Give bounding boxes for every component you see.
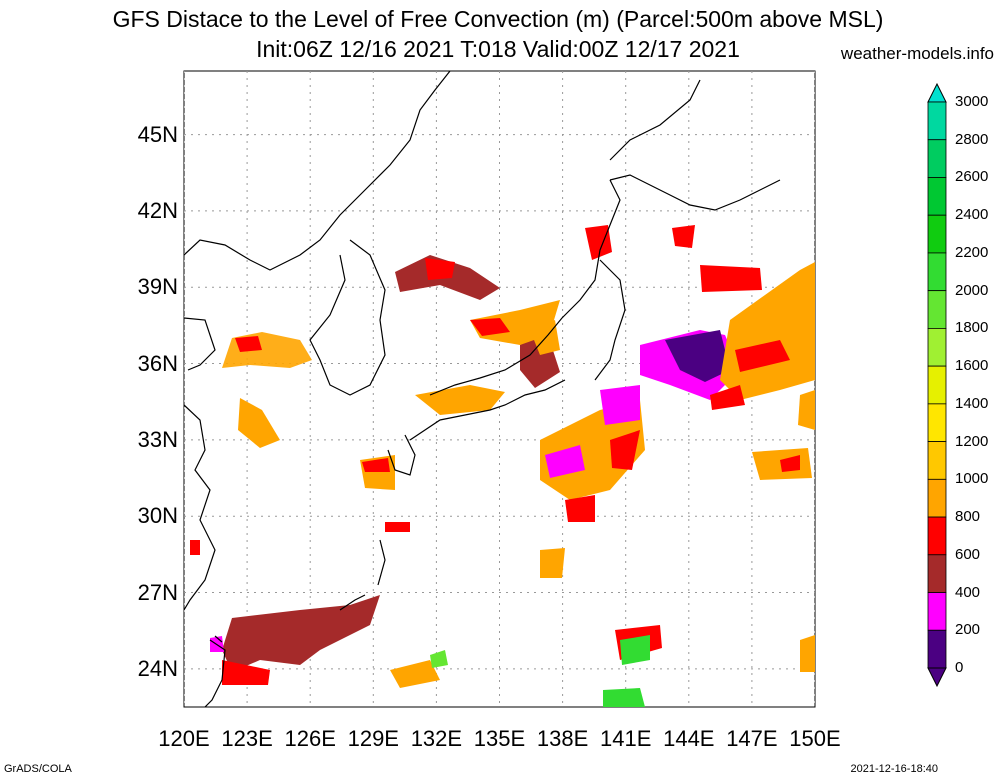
chart-title: GFS Distace to the Level of Free Convect…: [112, 6, 884, 32]
lon-tick-label: 120E: [158, 726, 210, 751]
lon-tick-label: 144E: [663, 726, 715, 751]
lon-tick-label: 129E: [347, 726, 399, 751]
colorbar-label: 2200: [955, 243, 989, 261]
lat-tick-label: 42N: [137, 197, 178, 223]
colorbar-segment: [927, 516, 947, 556]
lon-tick-label: 135E: [473, 726, 526, 751]
lon-tick-label: 150E: [789, 726, 841, 751]
lon-tick-label: 141E: [599, 726, 652, 751]
colorbar-segment: [927, 478, 947, 518]
site-credit: weather-models.info: [840, 44, 994, 63]
footer-credit: GrADS/COLA: [4, 763, 72, 775]
colorbar-bottom-arrow: [927, 667, 947, 688]
colorbar-segment: [927, 592, 947, 631]
init-valid-text: Init:06Z 12/16 2021 T:018 Valid:00Z 12/1…: [256, 36, 740, 62]
lon-tick-label: 123E: [221, 726, 273, 751]
lat-tick-label: 24N: [137, 655, 178, 681]
colorbar-segment: [927, 252, 947, 292]
colorbar-segment: [927, 629, 947, 669]
lon-tick-label: 138E: [536, 726, 589, 751]
colorbar-label: 200: [955, 621, 981, 639]
lfc-shading: [190, 225, 815, 707]
colorbar-label: 2000: [955, 281, 989, 299]
lat-tick-label: 33N: [137, 426, 178, 452]
colorbar-segment: [927, 214, 947, 254]
chart-subtitle: Init:06Z 12/16 2021 T:018 Valid:00Z 12/1…: [0, 36, 998, 63]
colorbar-label: 0: [955, 659, 964, 676]
colorbar-label: 3000: [955, 93, 989, 110]
colorbar-label: 400: [955, 583, 981, 601]
lon-tick-label: 147E: [726, 726, 778, 751]
colorbar: [927, 82, 947, 688]
colorbar-top-arrow: [927, 82, 947, 103]
colorbar-segment: [927, 441, 947, 480]
lat-tick-label: 39N: [137, 274, 178, 300]
coastlines: [184, 71, 781, 707]
lat-tick-label: 45N: [137, 121, 178, 147]
colorbar-label: 600: [955, 545, 981, 563]
colorbar-segment: [927, 139, 947, 178]
lon-tick-label: 126E: [284, 726, 336, 751]
colorbar-label: 2800: [955, 130, 989, 148]
lon-tick-label: 132E: [410, 726, 463, 751]
colorbar-segment: [927, 290, 947, 329]
colorbar-label: 1400: [955, 394, 989, 412]
colorbar-segment: [927, 554, 947, 593]
colorbar-segment: [927, 327, 947, 367]
lat-tick-label: 30N: [137, 503, 178, 529]
lat-tick-label: 27N: [137, 579, 178, 605]
gridlines: [184, 71, 815, 707]
colorbar-segment: [927, 177, 947, 216]
colorbar-label: 2600: [955, 168, 989, 186]
lat-tick-label: 36N: [137, 350, 178, 376]
colorbar-label: 1600: [955, 357, 989, 375]
colorbar-segment: [927, 403, 947, 443]
colorbar-label: 800: [955, 508, 981, 526]
colorbar-label: 2400: [955, 206, 989, 224]
colorbar-label: 1000: [955, 470, 989, 488]
footer-timestamp: 2021-12-16-18:40: [850, 763, 938, 775]
colorbar-label: 1200: [955, 432, 989, 450]
colorbar-segment: [927, 101, 947, 141]
colorbar-segment: [927, 365, 947, 405]
colorbar-label: 1800: [955, 319, 989, 337]
